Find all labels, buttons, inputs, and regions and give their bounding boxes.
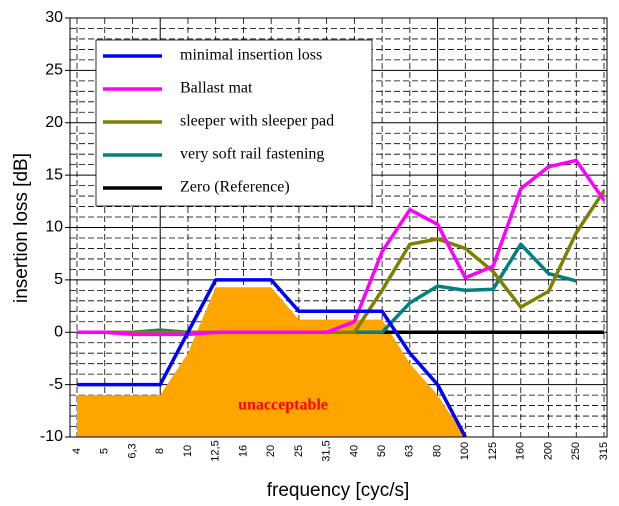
x-tick-label: 160 [515,442,527,460]
x-tick-label: 8 [154,448,166,454]
legend-label: sleeper with sleeper pad [180,113,334,130]
x-tick-label: 6,3 [126,443,138,458]
x-tick-label: 4 [71,448,83,454]
x-tick-label: 200 [542,442,554,460]
y-tick-label: 30 [45,9,63,26]
legend-label: very soft rail fastening [180,146,324,163]
series-line [77,189,606,334]
y-tick-label: 0 [54,323,63,340]
y-axis-title: insertion loss [dB] [11,153,32,303]
y-tick-label: 10 [45,219,63,236]
y-tick-label: 5 [54,271,63,288]
series-line [77,158,606,337]
area-label: unacceptable [238,397,328,414]
x-tick-label: 80 [431,445,443,457]
legend-label: Zero (Reference) [180,179,290,196]
x-tick-label: 100 [459,442,471,460]
plot-clip [77,158,606,437]
x-tick-label: 315 [598,442,610,460]
legend-label: Ballast mat [180,80,253,97]
plot-frame [69,17,608,438]
x-tick-label: 63 [404,445,416,457]
y-tick-label: 15 [45,166,63,183]
y-tick-label: -5 [49,376,63,393]
legend-label: minimal insertion loss [180,47,322,64]
x-tick-label: 20 [265,445,277,457]
y-tick-label: 25 [45,62,63,79]
x-tick-label: 12,5 [210,440,222,461]
x-tick-label: 10 [182,445,194,457]
x-tick-label: 31,5 [321,440,333,461]
unacceptable-area [77,287,466,437]
x-tick-label: 5 [99,448,111,454]
x-tick-label: 250 [570,442,582,460]
x-tick-label: 25 [293,445,305,457]
x-tick-label: 16 [237,445,249,457]
x-tick-label: 125 [487,442,499,460]
x-tick-label: 40 [348,445,360,457]
x-axis-title: frequency [cyc/s] [267,480,410,501]
y-tick-label: 20 [45,114,63,131]
x-tick-label: 50 [376,445,388,457]
y-tick-label: -10 [40,428,63,445]
series-line [77,278,467,437]
